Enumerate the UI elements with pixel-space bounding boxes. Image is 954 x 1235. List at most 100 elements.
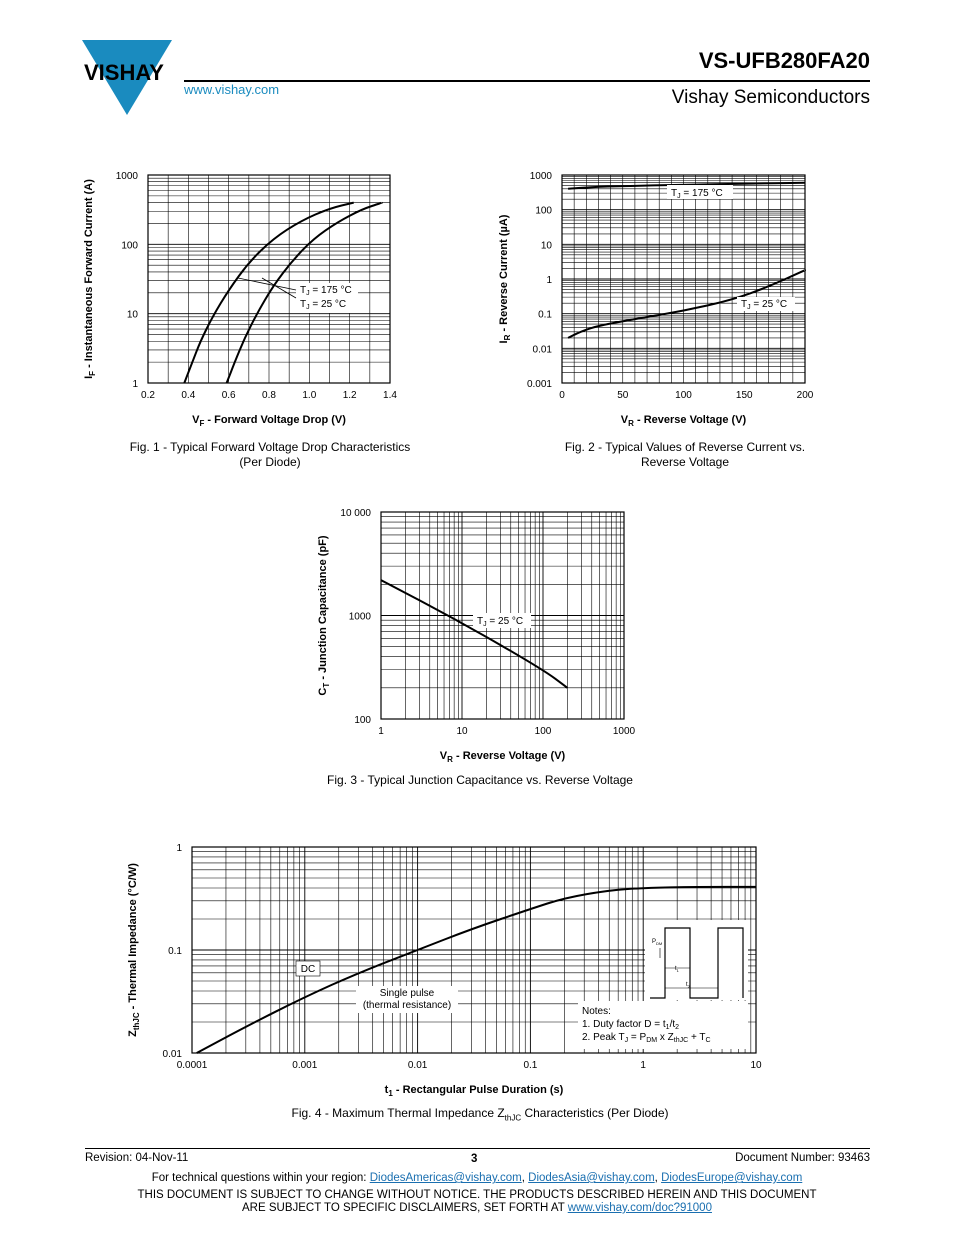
x-tick-label: 1.2: [343, 390, 357, 401]
document-number: Document Number: 93463: [735, 1152, 870, 1164]
email-europe-link[interactable]: DiodesEurope@vishay.com: [661, 1172, 803, 1184]
y-tick-label: 1000: [349, 612, 372, 623]
vishay-url-link[interactable]: www.vishay.com: [184, 82, 280, 97]
fig1-grid: [147, 174, 391, 384]
vishay-logo: VISHAY: [82, 40, 182, 120]
fig1-series-line: [225, 201, 383, 384]
y-tick-label: 10: [541, 240, 553, 251]
x-tick-label: 0.2: [141, 390, 155, 401]
x-tick-label: 0.01: [408, 1060, 428, 1071]
fig1-label-175: TJ = 175 °C: [300, 285, 352, 297]
fig4-note-1: 1. Duty factor D = t1/t2: [582, 1019, 679, 1031]
x-tick-label: 100: [675, 390, 692, 401]
x-tick-label: 200: [797, 390, 814, 401]
fig4-inset-pdm: PDM: [652, 939, 662, 946]
fig4-single-pulse-label: Single pulse: [380, 988, 435, 999]
fig4-series-line: [196, 885, 756, 1054]
y-tick-label: 100: [121, 240, 138, 251]
fig3-frame: [380, 511, 625, 720]
fig4-inset-pulse: [650, 927, 744, 999]
fig3-label-bg: [473, 613, 531, 628]
part-number: VS-UFB280FA20: [698, 48, 870, 73]
y-tick-label: 1000: [530, 171, 553, 182]
fig1-caption: Fig. 1 - Typical Forward Voltage Drop Ch…: [129, 440, 411, 469]
fig4-single-pulse-bg: [356, 986, 458, 1013]
x-axis-title: VR - Reverse Voltage (V): [621, 414, 747, 428]
fig2-label-175: TJ = 175 °C: [671, 188, 723, 200]
x-tick-label: 1.4: [383, 390, 397, 401]
y-tick-label: 1000: [116, 171, 139, 182]
fig3-caption: Fig. 3 - Typical Junction Capacitance vs…: [327, 773, 633, 787]
fig2-label-bg-25: [737, 297, 795, 311]
fig4-inset-t2: t2: [686, 982, 691, 989]
x-tick-label: 1: [378, 726, 384, 737]
fig3-series-line: [380, 579, 568, 689]
contact-line: For technical questions within your regi…: [151, 1172, 803, 1184]
fig4-notes-bg: [578, 1001, 748, 1049]
fig1-label-25: TJ = 25 °C: [300, 299, 346, 311]
x-axis-title: VF - Forward Voltage Drop (V): [192, 414, 346, 428]
x-tick-label: 0.8: [262, 390, 276, 401]
fig4-caption: Fig. 4 - Maximum Thermal Impedance ZthJC…: [291, 1106, 669, 1123]
fig1-series-line: [183, 201, 354, 384]
disclaimer-url-link[interactable]: www.vishay.com/doc?91000: [567, 1202, 712, 1214]
y-tick-label: 1: [176, 843, 182, 854]
company-name: Vishay Semiconductors: [671, 87, 870, 108]
y-axis-title: CT - Junction Capacitance (pF): [317, 535, 331, 695]
x-tick-label: 1000: [613, 726, 636, 737]
y-axis-title: IR - Reverse Current (µA): [498, 214, 512, 343]
revision: Revision: 04-Nov-11: [85, 1152, 189, 1164]
x-tick-label: 150: [736, 390, 753, 401]
y-tick-label: 1: [546, 275, 552, 286]
fig2-label-25: TJ = 25 °C: [741, 299, 787, 311]
y-tick-label: 0.1: [168, 946, 182, 957]
fig3-label-25: TJ = 25 °C: [477, 616, 523, 628]
x-tick-label: 0: [559, 390, 565, 401]
y-tick-label: 1: [132, 379, 138, 390]
x-tick-label: 0.1: [523, 1060, 537, 1071]
fig4-thermal-resistance-label: (thermal resistance): [363, 1000, 451, 1011]
fig4-dc-label-box: [295, 960, 321, 977]
y-tick-label: 10: [127, 310, 139, 321]
fig2-grid: [561, 174, 806, 384]
disclaimer-line2: ARE SUBJECT TO SPECIFIC DISCLAIMERS, SET…: [242, 1202, 712, 1214]
fig1-leader-25: [261, 277, 297, 299]
fig4-notes-title: Notes:: [582, 1006, 611, 1017]
x-tick-label: 10: [456, 726, 468, 737]
x-tick-label: 0.0001: [177, 1060, 208, 1071]
y-axis-title: ZthJC - Thermal Impedance (°C/W): [127, 863, 141, 1037]
x-tick-label: 1.0: [302, 390, 316, 401]
x-tick-label: 0.001: [292, 1060, 317, 1071]
svg-text:VISHAY: VISHAY: [84, 60, 164, 85]
x-tick-label: 10: [750, 1060, 762, 1071]
x-axis-title: t1 - Rectangular Pulse Duration (s): [385, 1084, 564, 1098]
y-tick-label: 100: [354, 715, 371, 726]
fig2-series-line: [567, 269, 807, 339]
fig1-label-bg: [296, 283, 358, 313]
y-tick-label: 0.01: [533, 344, 553, 355]
header-rule: [184, 80, 870, 82]
x-tick-label: 1: [640, 1060, 646, 1071]
x-axis-title: VR - Reverse Voltage (V): [440, 750, 566, 764]
page-number: 3: [471, 1153, 478, 1165]
fig1-frame: [147, 174, 391, 384]
fig4-dc-label: DC: [301, 964, 315, 975]
footer-rule: [85, 1148, 870, 1149]
x-tick-label: 0.6: [222, 390, 236, 401]
y-axis-title: IF - Instantaneous Forward Current (A): [83, 179, 97, 379]
x-tick-label: 0.4: [181, 390, 195, 401]
fig2-frame: [561, 174, 806, 384]
email-americas-link[interactable]: DiodesAmericas@vishay.com: [369, 1172, 522, 1184]
x-tick-label: 100: [535, 726, 552, 737]
email-asia-link[interactable]: DiodesAsia@vishay.com: [528, 1172, 655, 1184]
fig2-label-bg-175: [667, 185, 733, 199]
y-tick-label: 10 000: [340, 508, 371, 519]
y-tick-label: 0.001: [527, 379, 552, 390]
fig4-inset-bg: [645, 920, 748, 1000]
y-tick-label: 0.1: [538, 310, 552, 321]
fig2-caption: Fig. 2 - Typical Values of Reverse Curre…: [564, 440, 806, 469]
fig4-frame: [191, 846, 757, 1054]
y-tick-label: 0.01: [163, 1049, 183, 1060]
fig2-series-line: [568, 181, 806, 190]
